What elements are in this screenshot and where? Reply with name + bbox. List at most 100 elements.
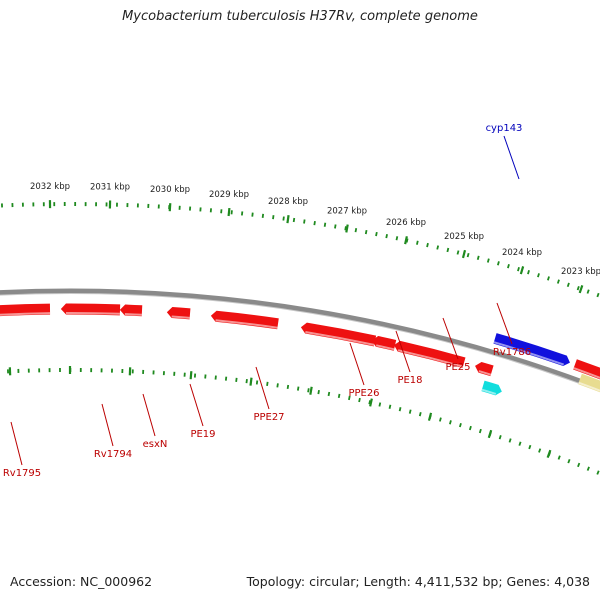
gene-label: PPE27 — [253, 412, 284, 423]
inner-ruler-minor-tick — [538, 448, 542, 453]
inner-ruler-minor-tick — [468, 425, 472, 431]
gene-label: Rv1786 — [493, 347, 531, 358]
gene-rv1786-shade — [478, 370, 492, 376]
gene-callout-line — [442, 317, 459, 360]
inner-ruler-major-tick — [189, 371, 193, 380]
gene-label: PE19 — [190, 429, 215, 440]
inner-ruler-minor-tick — [327, 391, 331, 397]
outer-ruler-minor-tick — [375, 231, 378, 237]
gene-rv1794-shade — [65, 311, 120, 315]
outer-ruler-minor-tick — [426, 242, 429, 248]
kbp-label: 2025 kbp — [444, 232, 484, 242]
kbp-label: 2026 kbp — [386, 218, 426, 228]
inner-ruler-minor-tick — [577, 462, 581, 468]
topology-label: Topology: circular; Length: 4,411,532 bp… — [246, 574, 590, 589]
kbp-label: 2027 kbp — [327, 207, 367, 217]
inner-ruler-major-tick — [546, 449, 552, 458]
gene-callout-line — [189, 383, 204, 427]
inner-ruler-minor-tick — [388, 404, 392, 409]
gene-cyan-shade — [481, 388, 497, 395]
kbp-label: 2024 kbp — [502, 248, 542, 258]
inner-ruler-minor-tick — [255, 380, 259, 385]
gene-pe18 — [371, 336, 397, 351]
outer-ruler-minor-tick — [486, 258, 490, 263]
inner-ruler-major-tick — [487, 429, 493, 439]
kbp-label: 2032 kbp — [30, 182, 70, 192]
outer-ruler-major-tick — [519, 266, 525, 275]
outer-ruler-minor-tick — [507, 264, 510, 269]
outer-ruler-minor-tick — [446, 247, 450, 253]
gene-callout-line — [496, 302, 513, 345]
inner-ruler-minor-tick — [596, 470, 600, 475]
outer-ruler-minor-tick — [496, 261, 500, 266]
kbp-label: 2031 kbp — [90, 183, 130, 193]
map-title: Mycobacterium tuberculosis H37Rv, comple… — [122, 9, 478, 24]
gene-pe25-shade — [397, 349, 464, 368]
inner-ruler-minor-tick — [408, 409, 412, 414]
genome-backbone-highlight — [0, 293, 600, 392]
inner-ruler-minor-tick — [358, 397, 361, 403]
outer-ruler-minor-tick — [292, 217, 296, 223]
outer-ruler-minor-tick — [354, 228, 358, 233]
gene-pe25 — [393, 340, 466, 369]
outer-ruler-major-tick — [286, 215, 290, 224]
outer-ruler-minor-tick — [405, 238, 409, 243]
outer-ruler-minor-tick — [364, 229, 368, 235]
inner-ruler-minor-tick — [459, 422, 462, 428]
kbp-label: 2023 kbp — [561, 267, 600, 277]
gene-label: PE18 — [397, 375, 422, 386]
gene-callout-line — [10, 421, 23, 466]
inner-ruler-minor-tick — [518, 441, 522, 446]
gene-outer-edge-shade — [573, 367, 600, 379]
outer-ruler-major-tick — [345, 224, 349, 233]
inner-ruler-minor-tick — [368, 400, 371, 405]
kbp-label: 2028 kbp — [268, 197, 308, 207]
outer-ruler-major-tick — [578, 285, 584, 294]
inner-ruler-major-tick — [369, 398, 373, 407]
outer-ruler-minor-tick — [334, 224, 337, 229]
gene-callout-line — [101, 403, 114, 447]
outer-ruler-major-tick — [404, 236, 408, 245]
inner-ruler-minor-tick — [508, 438, 512, 443]
outer-ruler-minor-tick — [546, 276, 550, 281]
outer-ruler-major-tick — [168, 203, 172, 212]
inner-ruler-minor-tick — [307, 388, 310, 393]
outer-ruler-minor-tick — [596, 292, 600, 298]
gene-rv1795-shade — [0, 312, 51, 316]
outer-ruler-minor-tick — [576, 286, 580, 291]
inner-ruler-minor-tick — [567, 459, 571, 464]
inner-ruler-minor-tick — [438, 417, 442, 422]
gene-callout-line — [395, 330, 411, 373]
inner-ruler-minor-tick — [418, 412, 422, 417]
inner-ruler-minor-tick — [296, 386, 300, 391]
gene-pe19-shade — [171, 315, 190, 319]
inner-ruler-minor-tick — [276, 383, 279, 388]
gene-label: esxN — [143, 439, 168, 450]
gene-callout-line — [255, 366, 270, 410]
outer-ruler-minor-tick — [303, 219, 306, 224]
accession-label: Accession: NC_000962 — [10, 574, 153, 589]
inner-ruler-major-tick — [249, 377, 253, 386]
gene-label: Rv1795 — [3, 468, 41, 479]
gene-tan-edge-shade — [578, 381, 600, 392]
outer-ruler-minor-tick — [517, 266, 520, 272]
outer-ruler-minor-tick — [395, 236, 399, 241]
gene-label: PE25 — [445, 362, 470, 373]
gene-label: Rv1794 — [94, 449, 132, 460]
outer-ruler-minor-tick — [313, 220, 316, 226]
outer-ruler-minor-tick — [466, 252, 470, 258]
inner-ruler-minor-tick — [449, 420, 452, 425]
gene-rv1786 — [475, 362, 494, 377]
outer-ruler-minor-tick — [436, 245, 440, 250]
inner-ruler-minor-tick — [348, 395, 351, 401]
inner-ruler-major-tick — [309, 386, 313, 395]
gene-cyp143 — [493, 333, 570, 367]
outer-ruler-minor-tick — [272, 215, 275, 220]
outer-ruler-minor-tick — [537, 273, 540, 278]
gene-callout-line — [349, 342, 365, 386]
gene-ppe26-shade — [305, 331, 375, 346]
outer-ruler-minor-tick — [282, 216, 285, 221]
inner-ruler-major-tick — [427, 412, 433, 421]
outer-ruler-minor-tick — [586, 289, 590, 294]
